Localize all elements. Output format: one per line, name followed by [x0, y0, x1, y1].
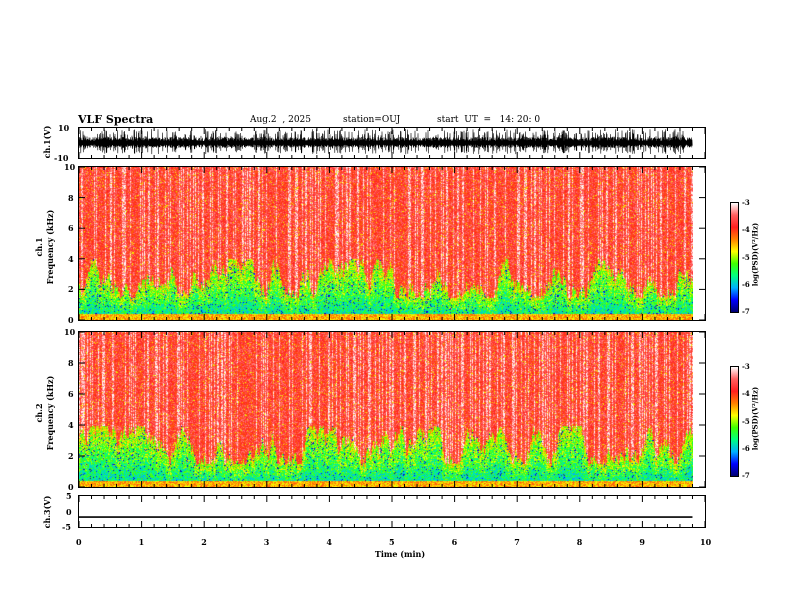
ch2-freq-ylabel-unit: Frequency (kHz) [45, 375, 55, 451]
ch2-colorbar-label: log(PSD)(V²/Hz) [750, 386, 760, 451]
ch1-waveform-trace [79, 128, 693, 155]
colorbar-tick-label: -6 [742, 279, 750, 289]
freq-tick-label: 2 [68, 451, 74, 461]
colorbar-tick-label: -7 [742, 471, 750, 480]
colorbar-tick-label: -5 [742, 416, 750, 426]
colorbar-tick-label: -7 [742, 307, 750, 316]
time-tick-label: 9 [639, 537, 645, 547]
freq-tick-label: 6 [68, 389, 74, 399]
time-tick-label: 3 [263, 537, 270, 547]
time-tick-label: 6 [451, 537, 458, 547]
freq-tick-label: 0 [68, 315, 74, 325]
ch1-ytick-bottom: -10 [54, 153, 69, 163]
ch3-waveform-plot [79, 496, 705, 527]
colorbar-tick-label: -4 [742, 389, 750, 399]
time-tick-label: 0 [76, 537, 82, 547]
freq-tick-label: 4 [68, 420, 74, 430]
freq-tick-label: 4 [68, 253, 74, 264]
time-xlabel: Time (min) [374, 549, 426, 559]
ch2-spectrogram-panel [78, 331, 706, 488]
colorbar-tick-label: -6 [742, 443, 750, 453]
ch3-ytick-top: 5 [66, 491, 72, 501]
colorbar-tick-label: -3 [742, 198, 750, 207]
ch1-colorbar-gradient [731, 203, 738, 312]
header-start-time: start UT = 14: 20: 0 [437, 115, 541, 125]
colorbar-tick-label: -4 [742, 225, 750, 235]
header-station: station=OUJ [343, 115, 401, 125]
time-tick-label: 8 [576, 537, 583, 547]
ch3-ytick-zero: 0 [66, 507, 72, 517]
ch1-freq-ylabel: ch.1 Frequency (kHz) [34, 192, 56, 302]
freq-tick-label: 10 [64, 327, 76, 337]
ch1-colorbar-label: log(PSD)(V²/Hz) [750, 222, 760, 287]
ch3-ytick-bottom: -5 [62, 522, 71, 532]
freq-tick-label: 0 [68, 482, 74, 492]
ch2-freq-ylabel-channel: ch.2 [34, 403, 44, 423]
time-tick-label: 4 [326, 537, 332, 547]
ch1-colorbar [730, 202, 739, 313]
freq-tick-label: 8 [68, 192, 74, 203]
ch1-freq-ylabel-unit: Frequency (kHz) [45, 209, 55, 285]
ch1-waveform-panel [78, 127, 706, 159]
ch2-colorbar-gradient [731, 367, 738, 476]
ch2-freq-ylabel: ch.2 Frequency (kHz) [34, 358, 56, 468]
ch3-waveform-ylabel: ch.3(V) [42, 495, 52, 529]
freq-tick-label: 6 [68, 223, 74, 234]
time-tick-label: 10 [700, 537, 712, 547]
ch1-freq-ylabel-channel: ch.1 [34, 237, 44, 257]
ch3-waveform-panel [78, 495, 706, 528]
time-tick-label: 1 [138, 537, 145, 547]
ch2-colorbar [730, 366, 739, 477]
time-tick-label: 5 [389, 537, 395, 547]
colorbar-tick-label: -5 [742, 252, 750, 262]
colorbar-tick-label: -3 [742, 362, 750, 371]
ch2-spectrogram-image [79, 332, 693, 487]
ch1-spectrogram-image [79, 167, 693, 320]
ch1-waveform-plot [79, 128, 705, 158]
chart-title: VLF Spectra [78, 113, 154, 126]
freq-tick-label: 2 [68, 284, 74, 295]
time-tick-label: 7 [514, 537, 520, 547]
ch1-spectrogram-ticks [79, 167, 705, 320]
ch1-waveform-ylabel: ch.1(V) [42, 125, 52, 159]
ch1-ytick-top: 10 [58, 123, 70, 133]
ch1-spectrogram-panel [78, 166, 706, 321]
freq-tick-label: 8 [68, 358, 74, 368]
time-tick-label: 2 [201, 537, 207, 547]
header-date: Aug.2 , 2025 [250, 115, 311, 125]
ch2-spectrogram-ticks [79, 332, 705, 487]
freq-tick-label: 10 [64, 162, 76, 172]
